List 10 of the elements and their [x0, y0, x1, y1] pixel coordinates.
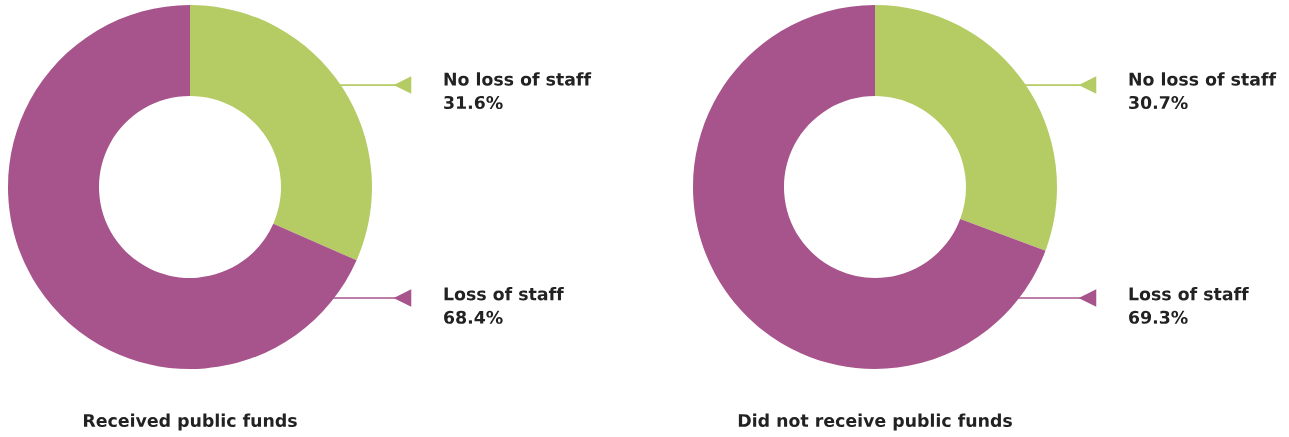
data-label: 69.3%	[1129, 310, 1188, 324]
data-label: 30.7%	[1129, 95, 1188, 110]
legend-label: No loss of staff	[444, 72, 592, 86]
text: Received public funds	[83, 413, 297, 431]
text: Did not receive public funds	[738, 413, 1012, 431]
data-label: 68.4%	[444, 310, 503, 324]
legend-label: Loss of staff	[1129, 287, 1249, 301]
legend-label: Loss of staff	[444, 287, 564, 301]
data-label: 31.6%	[444, 95, 503, 110]
legend-label: No loss of staff	[1129, 72, 1277, 86]
